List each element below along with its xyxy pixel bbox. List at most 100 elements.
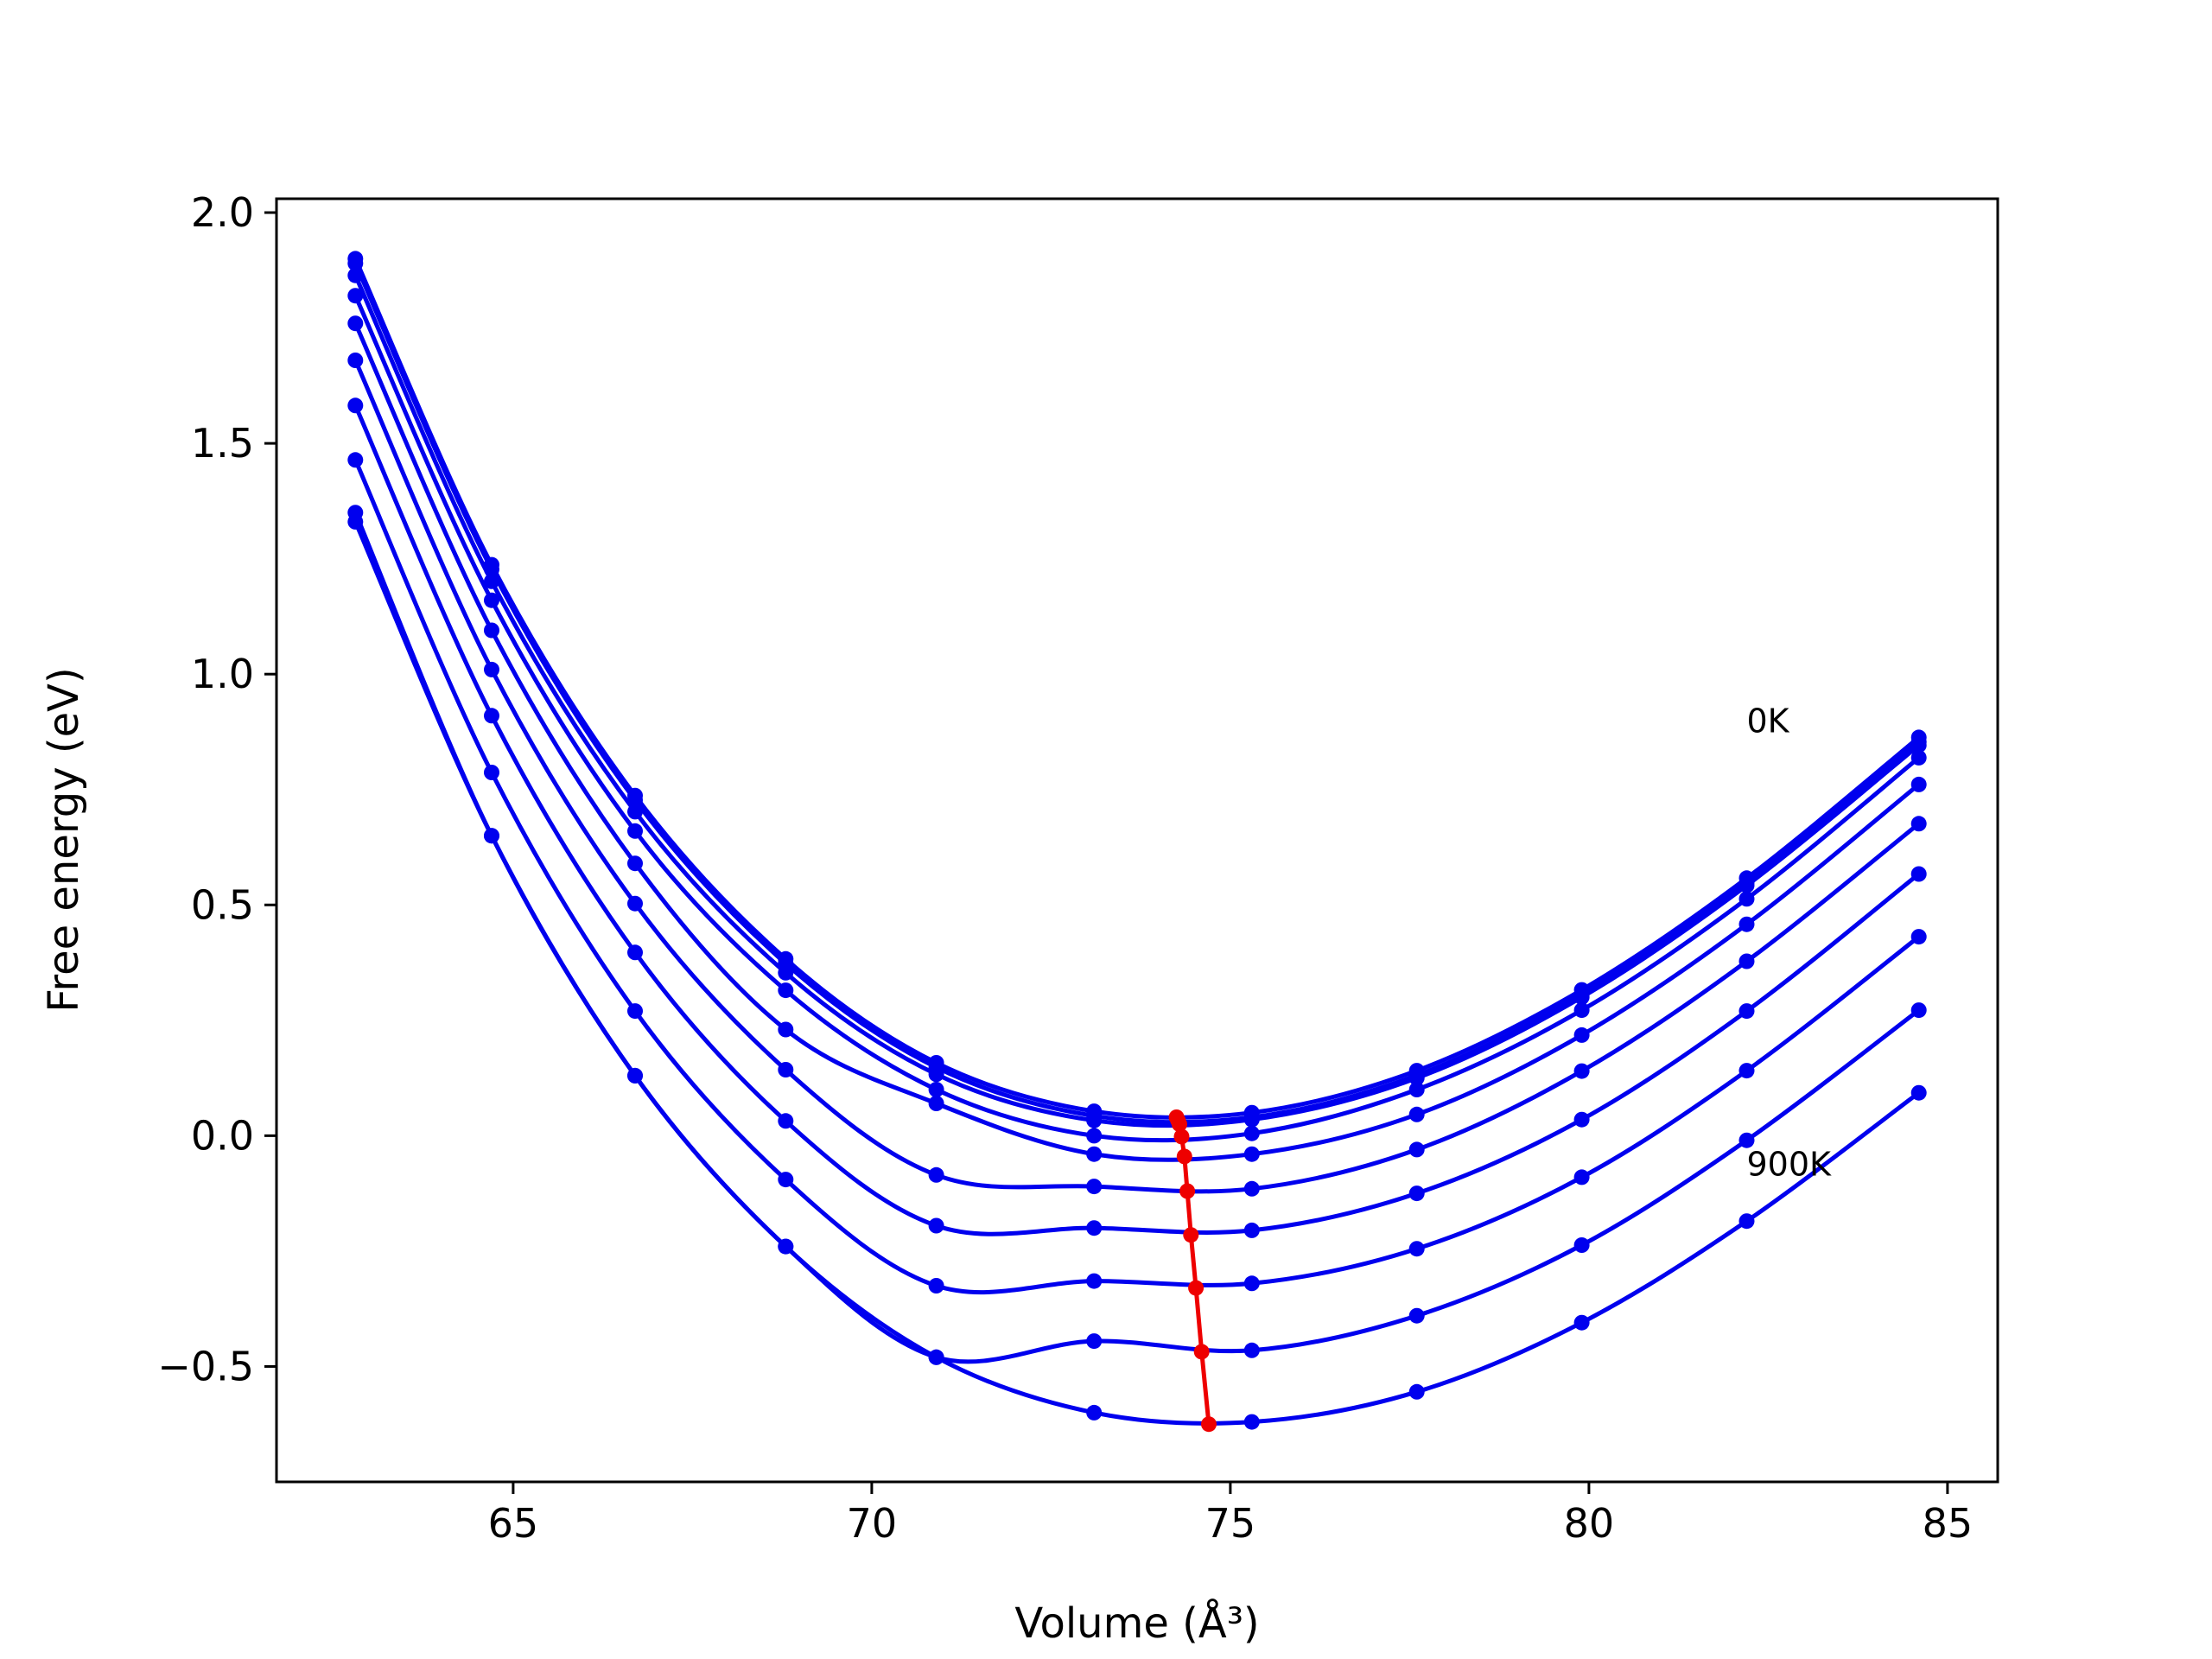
data-point — [928, 1349, 944, 1365]
series-line — [353, 322, 1921, 1162]
data-point — [928, 1278, 944, 1294]
data-point — [928, 1166, 944, 1183]
data-point — [347, 505, 364, 521]
minima-line — [1168, 1109, 1217, 1433]
data-point — [1738, 1063, 1755, 1079]
data-point — [1086, 1273, 1103, 1289]
plot-frame — [275, 197, 1999, 1484]
data-point — [1408, 1383, 1425, 1400]
data-point — [1738, 877, 1755, 893]
data-point — [484, 765, 499, 780]
data-point — [1573, 1169, 1590, 1185]
data-point — [1573, 1237, 1590, 1253]
x-tick-label: 80 — [1564, 1500, 1615, 1547]
data-point — [627, 1003, 643, 1020]
data-point — [1738, 891, 1755, 907]
data-point — [1738, 1213, 1755, 1230]
data-point — [1086, 1146, 1103, 1162]
data-point — [1910, 1084, 1927, 1101]
y-tick-label: 2.0 — [191, 189, 254, 236]
series-line — [353, 404, 1921, 1236]
minimum-point — [1193, 1344, 1210, 1360]
data-point — [627, 1067, 643, 1084]
data-point — [1243, 1146, 1260, 1162]
data-point — [1573, 1111, 1590, 1128]
y-tick-label: 1.0 — [191, 651, 254, 697]
data-point — [1243, 1180, 1260, 1197]
minimum-point — [1201, 1416, 1217, 1433]
minimum-point — [1188, 1280, 1205, 1296]
data-point — [1086, 1220, 1103, 1236]
data-point — [347, 452, 364, 468]
y-axis-label: Free energy (eV) — [40, 667, 88, 1012]
data-point — [1408, 1082, 1425, 1097]
series-line — [353, 262, 1921, 1125]
annotations: 0K 900K — [1747, 702, 1833, 1184]
data-point — [1738, 953, 1755, 969]
y-tick-label: 1.5 — [191, 420, 254, 467]
y-axis-ticks: 2.0 1.5 1.0 0.5 0.0 −0.5 — [157, 189, 276, 1389]
minimum-point — [1173, 1128, 1190, 1145]
x-axis-ticks: 65 70 75 80 85 — [488, 1482, 1974, 1547]
series-line — [353, 459, 1921, 1295]
energy-curves — [347, 251, 1927, 1430]
data-point — [928, 1096, 944, 1111]
data-point — [1086, 1404, 1103, 1421]
series-line — [353, 359, 1921, 1194]
x-axis-label: Volume (Å³) — [1014, 1599, 1259, 1648]
data-point — [1910, 749, 1927, 766]
data-point — [1910, 737, 1927, 753]
x-tick-label: 70 — [847, 1500, 898, 1547]
data-point — [1738, 1132, 1755, 1148]
y-tick-label: 0.0 — [191, 1112, 254, 1159]
data-point — [928, 1082, 944, 1097]
x-tick-label: 65 — [488, 1500, 539, 1547]
data-point — [1910, 776, 1927, 792]
series-line — [353, 257, 1921, 1120]
data-point — [778, 1062, 794, 1077]
data-point — [1910, 866, 1927, 882]
data-point — [778, 1238, 794, 1255]
data-point — [1573, 1027, 1590, 1043]
data-point — [1408, 1307, 1425, 1324]
data-point — [484, 708, 499, 724]
data-point — [1573, 989, 1590, 1006]
data-point — [1910, 929, 1927, 945]
data-point — [1738, 1003, 1755, 1020]
series-line — [353, 274, 1921, 1128]
data-point — [778, 964, 794, 981]
data-point — [484, 622, 499, 639]
data-point — [1243, 1222, 1260, 1238]
minimum-point — [1183, 1227, 1199, 1243]
x-tick-label: 75 — [1205, 1500, 1256, 1547]
data-point — [778, 1113, 794, 1129]
data-point — [347, 353, 364, 368]
series-line — [353, 512, 1921, 1426]
data-point — [1573, 1002, 1590, 1019]
data-point — [1408, 1141, 1425, 1158]
data-point — [1243, 1414, 1260, 1430]
data-point — [928, 1066, 944, 1083]
data-point — [1243, 1125, 1260, 1141]
y-tick-label: 0.5 — [191, 881, 254, 928]
data-point — [1573, 1063, 1590, 1079]
curve-annotation: 900K — [1747, 1145, 1833, 1183]
data-point — [347, 315, 364, 332]
data-point — [1243, 1342, 1260, 1358]
data-point — [1738, 916, 1755, 932]
data-point — [484, 573, 499, 589]
data-point — [1243, 1111, 1260, 1128]
data-point — [778, 982, 794, 999]
data-point — [1086, 1179, 1103, 1195]
data-point — [1243, 1275, 1260, 1292]
data-point — [1408, 1106, 1425, 1122]
data-point — [627, 823, 643, 839]
x-tick-label: 85 — [1923, 1500, 1974, 1547]
data-point — [484, 661, 499, 677]
data-point — [1910, 1002, 1927, 1019]
data-point — [1086, 1128, 1103, 1144]
data-point — [627, 855, 643, 872]
data-point — [778, 1172, 794, 1188]
minimum-point — [1172, 1116, 1187, 1132]
